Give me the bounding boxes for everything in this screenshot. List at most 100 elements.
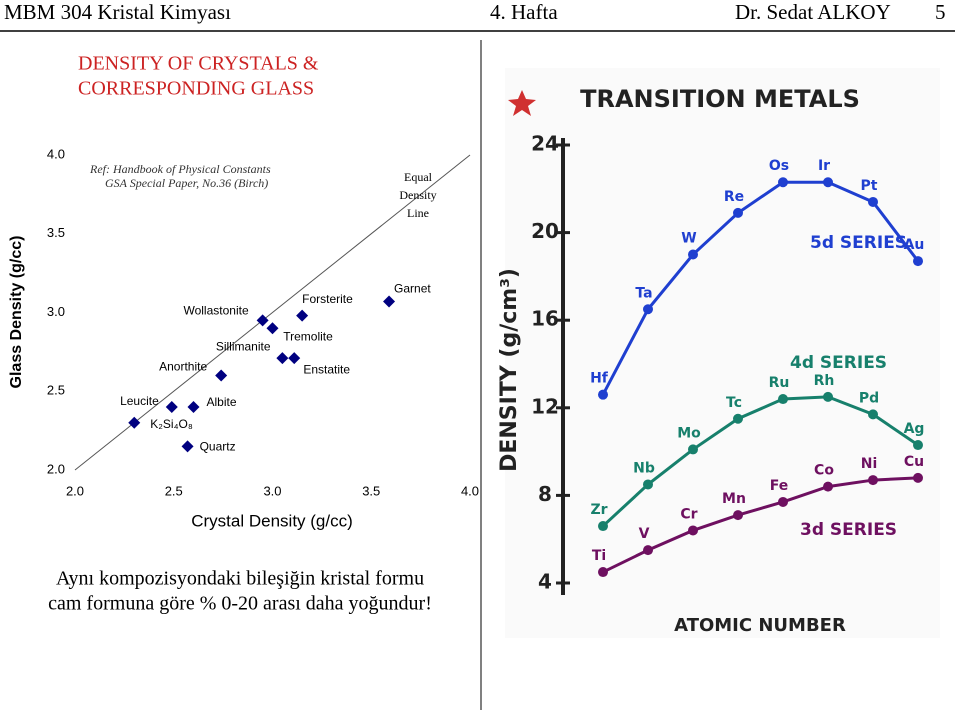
data-point [187,401,200,413]
point-label: Quartz [200,440,236,454]
x-tick-label: 4.0 [461,483,479,498]
data-point [215,369,228,382]
data-point [823,391,833,402]
point-label: Sillimanite [216,339,271,353]
y-tick-label: 8 [538,482,552,506]
point-label: Au [904,237,925,253]
x-axis-label: ATOMIC NUMBER [674,615,846,636]
y-tick-label: 2.5 [47,383,65,398]
x-axis-label: Crystal Density (g/cc) [191,511,353,530]
data-point [778,496,788,507]
data-point [643,545,653,556]
data-point [778,177,788,188]
y-tick-label: 12 [531,394,559,418]
y-tick-label: 2.0 [47,461,65,476]
point-label: Mo [677,425,701,441]
point-label: Wollastonite [183,304,248,318]
equal-density-line [74,154,471,471]
point-label: Albite [207,395,237,409]
point-label: Ir [818,158,830,174]
data-point [296,309,309,322]
data-point [778,394,788,405]
y-tick-label: 3.5 [47,225,65,240]
point-label: Tremolite [283,329,333,343]
point-label: Ti [592,548,606,564]
point-label: Hf [590,371,609,387]
week: 4. Hafta [490,0,558,24]
footer-line: cam formuna göre % 0-20 arası daha yoğun… [48,593,432,615]
data-point [688,444,698,455]
data-point [733,413,743,424]
chart-title: TRANSITION METALS [580,85,860,113]
series-line [602,476,919,574]
series-name: 4d SERIES [790,353,887,373]
data-point [733,510,743,521]
y-tick-label: 24 [531,132,559,156]
scan-panel [505,68,940,638]
x-tick-label: 3.0 [263,483,281,498]
series-name: 3d SERIES [800,520,897,540]
point-label: Garnet [394,282,431,296]
reference-note: Ref: Handbook of Physical Constants [89,162,271,176]
reference-label: Line [407,206,429,220]
data-point [288,352,301,365]
point-label: Co [814,463,834,479]
data-point [913,472,923,483]
point-label: Anorthite [159,360,207,374]
data-point [868,196,878,207]
data-point [598,389,608,400]
point-label: Ag [904,421,925,437]
y-tick-label: 3.0 [47,304,65,319]
point-label: Mn [722,491,746,507]
y-tick-label: 16 [531,307,559,331]
star-icon [508,90,536,116]
point-label: K₂Si₄O₈ [150,417,193,431]
data-point [598,567,608,578]
reference-label: Equal [404,170,433,184]
y-tick-label: 4.0 [47,146,65,161]
x-tick-label: 2.0 [66,483,84,498]
point-label: Pt [861,178,878,194]
point-label: Ta [635,285,652,301]
y-axis-label: Glass Density (g/cc) [8,236,25,389]
data-point [868,475,878,486]
data-point [383,295,396,308]
author: Dr. Sedat ALKOY [735,0,891,24]
point-label: Zr [590,502,607,518]
point-label: Tc [726,395,742,411]
course: MBM 304 Kristal Kimyası [4,0,231,24]
point-label: Cr [680,506,697,522]
x-tick-label: 3.5 [362,483,380,498]
data-point [256,314,269,327]
point-label: Rh [814,373,835,389]
point-label: Os [769,158,789,174]
series-line [601,180,920,396]
chart-title: CORRESPONDING GLASS [78,78,314,100]
data-point [181,440,194,453]
data-point [823,177,833,188]
y-axis-label: DENSITY (g/cm³) [497,268,522,472]
page-number: 5 [935,0,946,24]
data-point [643,304,653,315]
reference-note: GSA Special Paper, No.36 (Birch) [105,176,268,190]
point-label: Cu [904,454,924,470]
data-point [688,525,698,536]
reference-label: Density [399,188,436,202]
data-point [128,416,141,429]
series-name: 5d SERIES [810,233,907,253]
data-point [823,481,833,492]
footer-line: Aynı kompozisyondaki bileşiğin kristal f… [56,568,424,590]
data-point [913,440,923,451]
y-tick-label: 4 [538,570,552,594]
data-point [266,322,279,335]
data-point [688,249,698,260]
point-label: V [639,526,650,542]
point-label: W [681,231,696,247]
x-tick-label: 2.5 [165,483,183,498]
chart-title: DENSITY OF CRYSTALS & [78,53,319,75]
point-label: Nb [633,460,655,476]
point-label: Leucite [120,394,159,408]
data-point [913,256,923,267]
